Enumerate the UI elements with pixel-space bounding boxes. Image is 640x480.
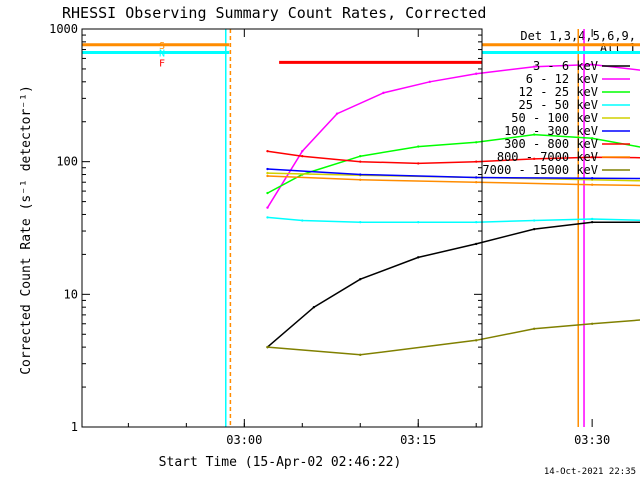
series-point: [266, 206, 269, 209]
flag-label-f: F: [159, 58, 165, 69]
series-point: [266, 167, 269, 171]
legend-entry-label: 50 - 100 keV: [511, 111, 598, 125]
series-point: [417, 256, 420, 259]
series-point: [359, 173, 362, 176]
legend-entry-label: 7000 - 15000 keV: [482, 163, 598, 177]
legend-entry-label: 3 - 6 keV: [533, 59, 598, 73]
series-point: [475, 176, 478, 179]
series-point: [590, 156, 594, 159]
series-point: [301, 219, 304, 222]
series-point: [359, 353, 362, 357]
series-point: [359, 154, 362, 158]
series-point: [532, 327, 536, 330]
series-point: [532, 157, 536, 161]
series-point: [532, 133, 536, 136]
series-point: [475, 160, 478, 163]
series-point: [359, 220, 362, 224]
series-point: [301, 149, 304, 153]
legend-entry-label: 300 - 800 keV: [504, 137, 598, 151]
footer-timestamp: 14-Oct-2021 22:35: [544, 467, 636, 477]
series-point: [475, 220, 478, 224]
flag-label-n: N: [159, 49, 165, 60]
series-point: [475, 242, 478, 246]
series-point: [475, 72, 478, 75]
series-point: [590, 217, 594, 221]
plot-frame: [81, 28, 483, 428]
series-point: [382, 91, 385, 95]
y-tick-label: 10: [64, 287, 78, 301]
plot-area: 110100100003:0003:1503:3003:4504:0004:15…: [49, 22, 640, 447]
series-point: [417, 220, 420, 224]
series-point: [590, 183, 594, 186]
y-axis-label: Corrected Count Rate (s⁻¹ detector⁻¹): [19, 85, 34, 375]
series-point: [532, 65, 536, 68]
series-point: [417, 145, 420, 148]
series-point: [266, 171, 269, 175]
series-point: [590, 322, 594, 325]
x-tick-label: 03:00: [226, 433, 262, 447]
series-line: [267, 216, 640, 223]
series-point: [428, 80, 432, 83]
series-point: [359, 160, 362, 163]
legend-entry-label: 12 - 25 keV: [519, 85, 598, 99]
series-point: [312, 305, 316, 309]
series-point: [532, 219, 536, 222]
x-tick-label: 03:30: [574, 433, 610, 447]
series-line: [267, 175, 640, 187]
series-point: [590, 63, 594, 66]
series-line: [267, 319, 640, 356]
series-point: [266, 149, 269, 153]
series-point: [335, 112, 339, 115]
series-point: [266, 174, 269, 178]
series-point: [266, 216, 269, 219]
legend-entry-label: 800 - 7000 keV: [497, 150, 598, 164]
series-point: [532, 227, 536, 231]
legend-entry-label: 25 - 50 keV: [519, 98, 598, 112]
legend-entry-label: 100 - 300 keV: [504, 124, 598, 138]
y-tick-label: 1: [71, 420, 78, 434]
series-line: [267, 221, 640, 348]
series-point: [266, 191, 269, 195]
series-point: [475, 181, 478, 184]
x-axis-label: Start Time (15-Apr-02 02:46:22): [159, 455, 402, 470]
series-point: [266, 345, 269, 349]
series-point: [475, 339, 478, 342]
series-point: [301, 154, 304, 158]
series-line: [267, 168, 640, 180]
series-point: [590, 177, 594, 180]
flag-label-s: S: [159, 41, 165, 52]
series-point: [417, 162, 420, 165]
legend-entry-label: 6 - 12 keV: [526, 72, 598, 86]
y-tick-label: 1000: [49, 22, 78, 36]
series-point: [590, 137, 594, 140]
y-tick-label: 100: [56, 155, 78, 169]
series-point: [475, 141, 478, 144]
series-point: [359, 278, 362, 281]
series-point: [590, 220, 594, 224]
chart-title: RHESSI Observing Summary Count Rates, Co…: [62, 4, 486, 22]
series-point: [359, 178, 362, 181]
x-tick-label: 03:15: [400, 433, 436, 447]
